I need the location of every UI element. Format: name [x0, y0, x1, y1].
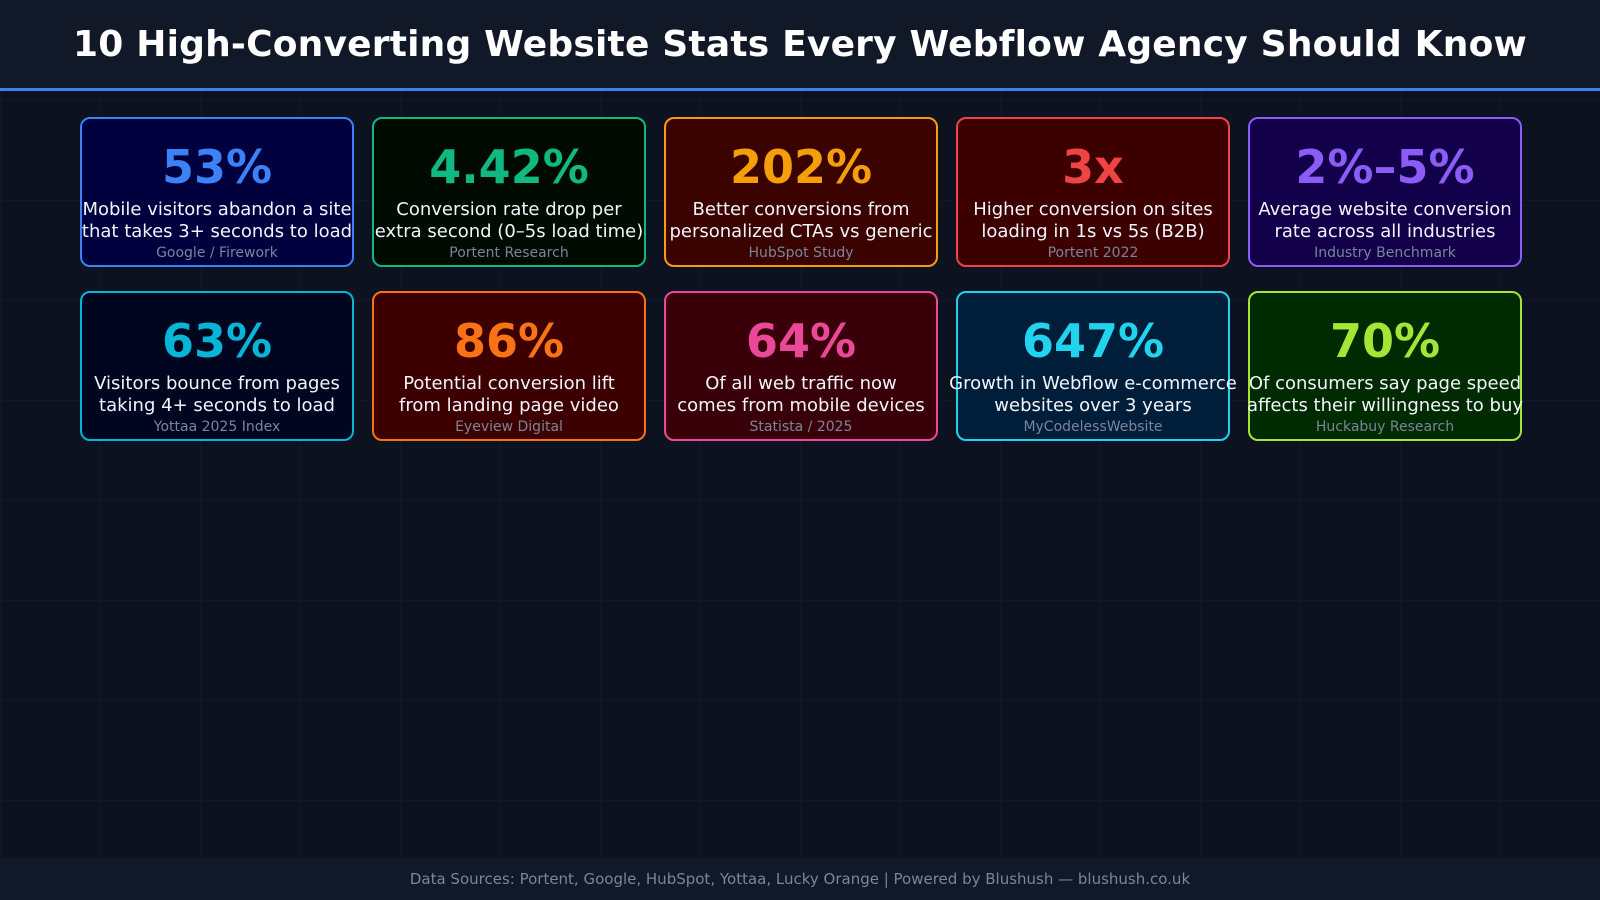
stat-description: Of all web traffic now comes from mobile…	[652, 373, 950, 417]
stat-description: Conversion rate drop per extra second (0…	[360, 199, 658, 243]
footer-sources: Data Sources: Portent, Google, HubSpot, …	[409, 870, 1191, 888]
stat-source: Huckabuy Research	[1315, 419, 1455, 435]
stat-description-line: taking 4+ seconds to load	[99, 395, 335, 416]
stat-card: 202% Better conversions from personalize…	[664, 117, 938, 267]
stat-source: Google / Firework	[156, 245, 278, 261]
stat-value: 3x	[1062, 140, 1124, 194]
stat-value: 2%–5%	[1295, 140, 1475, 194]
stat-value: 4.42%	[429, 140, 589, 194]
stat-description-line: Growth in Webflow e-commerce	[949, 373, 1237, 394]
stat-description: Potential conversion lift from landing p…	[360, 373, 658, 417]
stat-source: MyCodelessWebsite	[1023, 419, 1163, 435]
footer: Data Sources: Portent, Google, HubSpot, …	[0, 858, 1600, 900]
stat-description: Of consumers say page speed affects thei…	[1236, 373, 1534, 417]
stat-value: 202%	[729, 140, 873, 194]
stat-description-line: comes from mobile devices	[677, 395, 925, 416]
stat-description-line: extra second (0–5s load time)	[374, 221, 644, 242]
stat-description-line: Conversion rate drop per	[396, 199, 622, 220]
stat-description-line: Of consumers say page speed	[1248, 373, 1522, 394]
stat-card: 64% Of all web traffic now comes from mo…	[664, 291, 938, 441]
stat-description-line: that takes 3+ seconds to load	[81, 221, 353, 242]
stat-card: 4.42% Conversion rate drop per extra sec…	[372, 117, 646, 267]
stat-source: HubSpot Study	[748, 245, 854, 261]
stat-description-line: affects their willingness to buy	[1246, 395, 1524, 416]
stat-value: 64%	[745, 314, 857, 368]
stat-value: 63%	[161, 314, 273, 368]
stat-source: Industry Benchmark	[1314, 245, 1456, 261]
stat-description-line: from landing page video	[399, 395, 619, 416]
stat-source: Yottaa 2025 Index	[153, 419, 281, 435]
stat-description-line: Potential conversion lift	[403, 373, 615, 394]
stat-card: 63% Visitors bounce from pages taking 4+…	[80, 291, 354, 441]
stat-card: 647% Growth in Webflow e-commerce websit…	[949, 291, 1237, 441]
stat-card: 3x Higher conversion on sites loading in…	[956, 117, 1230, 267]
stat-description-line: loading in 1s vs 5s (B2B)	[981, 221, 1205, 242]
stat-description-line: Average website conversion	[1258, 199, 1512, 220]
stat-source: Portent 2022	[1047, 245, 1139, 261]
stat-description-line: Visitors bounce from pages	[94, 373, 340, 394]
stat-value: 53%	[161, 140, 273, 194]
stat-card: 86% Potential conversion lift from landi…	[372, 291, 646, 441]
stat-card: 2%–5% Average website conversion rate ac…	[1248, 117, 1522, 267]
stat-source: Statista / 2025	[749, 419, 853, 435]
page-title: 10 High-Converting Website Stats Every W…	[73, 23, 1527, 65]
stat-description-line: websites over 3 years	[994, 395, 1192, 416]
stat-value: 647%	[1021, 314, 1165, 368]
stat-description-line: Higher conversion on sites	[973, 199, 1213, 220]
stat-description: Better conversions from personalized CTA…	[652, 199, 950, 243]
stat-description: Mobile visitors abandon a site that take…	[68, 199, 366, 243]
stat-card: 70% Of consumers say page speed affects …	[1247, 291, 1523, 441]
stat-description-line: Of all web traffic now	[705, 373, 897, 394]
stat-value: 70%	[1329, 314, 1441, 368]
stat-value: 86%	[453, 314, 565, 368]
stat-description-line: personalized CTAs vs generic	[669, 221, 933, 242]
stat-card: 53% Mobile visitors abandon a site that …	[80, 117, 354, 267]
stat-description-line: rate across all industries	[1274, 221, 1496, 242]
stat-source: Eyeview Digital	[455, 419, 563, 435]
stat-description: Average website conversion rate across a…	[1236, 199, 1534, 243]
stat-description: Visitors bounce from pages taking 4+ sec…	[68, 373, 366, 417]
stat-description: Higher conversion on sites loading in 1s…	[944, 199, 1242, 243]
header: 10 High-Converting Website Stats Every W…	[0, 0, 1600, 91]
stats-grid: 53% Mobile visitors abandon a site that …	[80, 117, 1523, 441]
stat-source: Portent Research	[449, 245, 569, 261]
stat-description-line: Better conversions from	[692, 199, 910, 220]
stat-description: Growth in Webflow e-commerce websites ov…	[944, 373, 1242, 417]
stat-description-line: Mobile visitors abandon a site	[82, 199, 352, 220]
